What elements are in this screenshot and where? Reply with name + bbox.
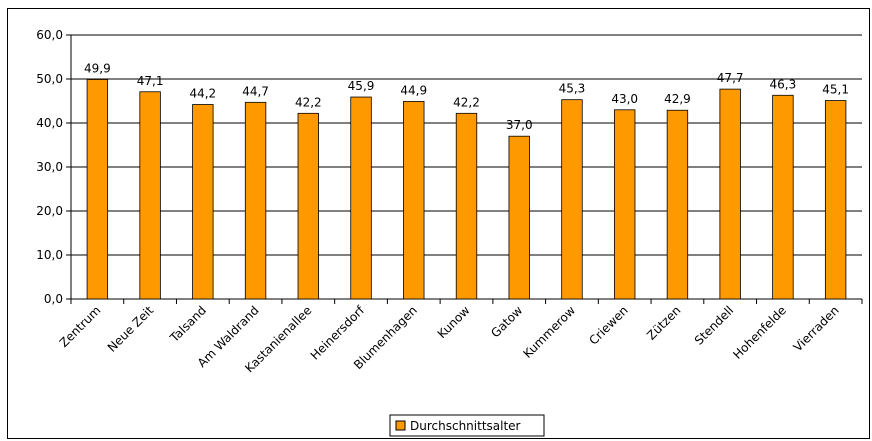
y-tick-label: 30,0 [36, 160, 63, 174]
bar [244, 101, 267, 300]
data-label: 42,2 [295, 95, 322, 109]
data-label: 42,2 [453, 95, 480, 109]
bar [614, 109, 636, 300]
x-tick-label: Kunow [435, 303, 473, 341]
data-label: 43,0 [611, 92, 638, 106]
y-tick-label: 10,0 [36, 248, 63, 262]
x-tick-label: Zentrum [57, 303, 104, 350]
y-tick-label: 40,0 [36, 116, 63, 130]
data-label-layer: 49,9 47,1 44,2 44,7 42,2 45,9 44,9 42,2 37,0 45,3… [84, 61, 849, 132]
x-tick-label: Vierraden [791, 303, 842, 354]
x-tick-label: Hohenfelde [730, 303, 789, 362]
bar [508, 135, 530, 300]
y-tick-label: 0,0 [44, 292, 63, 306]
y-tick-label: 50,0 [36, 72, 63, 86]
x-tick-label: Stendell [692, 303, 737, 348]
bar [772, 94, 794, 300]
bar [297, 112, 319, 300]
legend: Durchschnittsalter [389, 414, 545, 437]
y-tick-label: 60,0 [36, 28, 63, 42]
x-tick-label: Talsand [167, 303, 209, 345]
bar [86, 79, 109, 300]
data-label: 45,9 [348, 79, 375, 93]
data-label: 47,7 [717, 71, 744, 85]
bar [350, 96, 372, 300]
bar-layer [86, 79, 847, 300]
legend-box [389, 414, 545, 437]
x-tick-label: Criewen [586, 303, 630, 347]
data-label: 45,3 [559, 82, 586, 96]
bar [719, 88, 741, 300]
data-label: 49,9 [84, 61, 111, 75]
legend-label: Durchschnittsalter [410, 419, 521, 433]
data-label: 47,1 [137, 74, 164, 88]
data-label: 45,1 [822, 83, 849, 97]
data-label: 44,9 [400, 83, 427, 97]
x-tick-label: Neue Zeit [105, 303, 157, 355]
data-label: 44,7 [242, 84, 269, 98]
data-label: 42,9 [664, 92, 691, 106]
bar [455, 112, 478, 300]
data-label: 44,2 [189, 87, 216, 101]
bar [403, 101, 425, 300]
legend-swatch [395, 420, 406, 431]
data-label: 46,3 [770, 77, 797, 91]
bar [824, 100, 847, 300]
bar [192, 104, 214, 300]
x-tick-label: Kummerow [520, 303, 578, 361]
bar [561, 99, 583, 300]
data-label: 37,0 [506, 118, 533, 132]
bar [139, 91, 161, 300]
x-tick-label: Zützen [644, 303, 683, 342]
x-tick-label: Gatow [488, 303, 525, 340]
y-tick-label: 20,0 [36, 204, 63, 218]
bar [666, 109, 689, 300]
